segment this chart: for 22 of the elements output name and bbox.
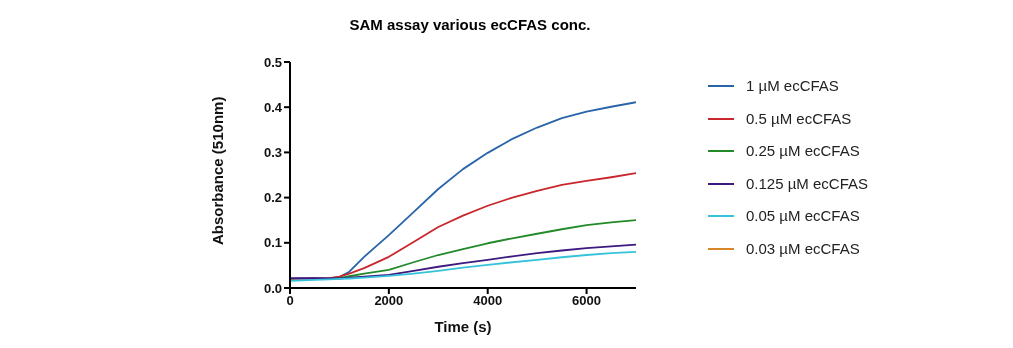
legend-label: 0.5 µM ecCFAS: [746, 108, 852, 129]
y-axis-title: Absorbance (510nm): [209, 96, 227, 245]
y-tick-label: 0.1: [263, 235, 282, 251]
x-tick-label: 0: [286, 293, 294, 309]
legend-label: 0.125 µM ecCFAS: [746, 173, 869, 194]
legend-label: 0.25 µM ecCFAS: [746, 141, 860, 161]
chart-title: SAM assay various ecCFAS conc.: [348, 16, 592, 33]
y-tick-label: 0.5: [263, 54, 282, 70]
y-tick-label: 0.0: [263, 280, 282, 296]
x-tick-label: 6000: [572, 293, 602, 309]
x-tick-label: 2000: [374, 293, 404, 309]
x-axis-title: Time (s): [434, 318, 492, 335]
y-tick-label: 0.2: [263, 190, 282, 206]
line-series: [290, 250, 636, 282]
legend-label: 1 µM ecCFAS: [746, 76, 839, 96]
legend-label: 0.03 µM ecCFAS: [746, 238, 860, 259]
line-series: [290, 172, 636, 280]
y-tick-label: 0.4: [263, 99, 283, 115]
legend-label: 0.05 µM ecCFAS: [746, 206, 860, 226]
y-tick-label: 0.3: [263, 145, 282, 161]
line-series: [290, 243, 636, 280]
x-tick-label: 4000: [473, 293, 503, 309]
